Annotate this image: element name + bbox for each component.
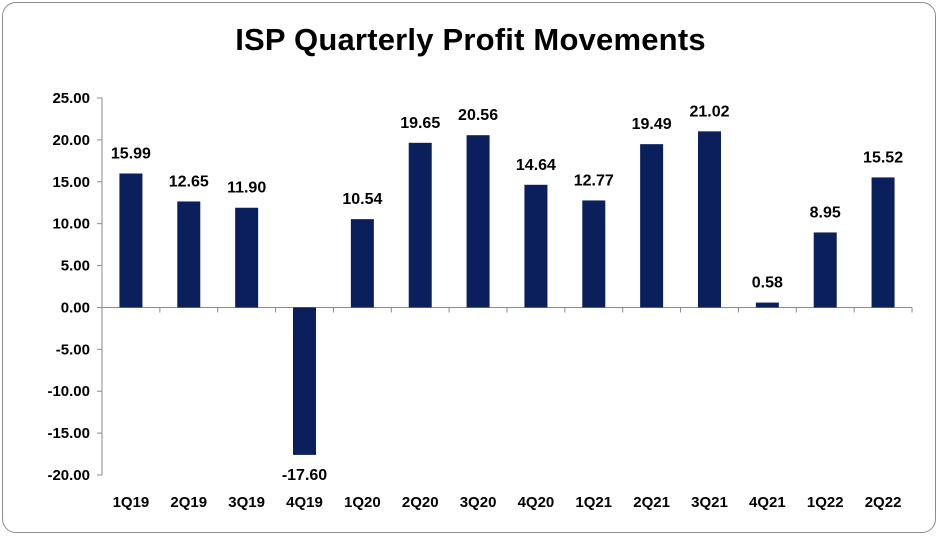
y-tick-label: 5.00: [61, 258, 90, 275]
x-tick-label: 2Q22: [865, 494, 902, 511]
bar: [293, 307, 316, 455]
x-tick-label: 1Q22: [807, 494, 844, 511]
bar: [698, 131, 721, 308]
x-tick-label: 3Q19: [228, 494, 265, 511]
x-tick-label: 1Q20: [344, 494, 381, 511]
data-label: 15.52: [863, 149, 903, 166]
bar: [466, 135, 490, 308]
y-tick-label: 25.00: [52, 90, 90, 107]
y-tick-label: 20.00: [52, 132, 90, 149]
data-label: 21.02: [689, 103, 729, 120]
bar: [350, 219, 374, 308]
bars: [119, 131, 895, 455]
x-tick-label: 1Q21: [575, 494, 612, 511]
bar: [582, 200, 606, 308]
x-tick-label: 2Q20: [402, 494, 439, 511]
x-tick-label: 4Q19: [286, 494, 323, 511]
x-tick-label: 1Q19: [113, 494, 150, 511]
bar: [755, 302, 779, 308]
x-tick-label: 4Q21: [749, 494, 786, 511]
bar: [235, 207, 259, 308]
x-tick-label: 2Q21: [633, 494, 670, 511]
chart-title: ISP Quarterly Profit Movements: [235, 22, 706, 57]
data-label: 20.56: [458, 107, 498, 124]
y-tick-label: -10.00: [47, 383, 90, 400]
bar: [640, 144, 664, 308]
y-tick-label: 15.00: [52, 174, 90, 191]
y-tick-label: -15.00: [47, 425, 90, 442]
data-label: 0.58: [752, 275, 783, 292]
y-tick-label: -5.00: [56, 341, 90, 358]
x-tick-label: 3Q20: [460, 494, 497, 511]
data-label: 19.65: [400, 115, 440, 132]
x-tick-label: 4Q20: [518, 494, 555, 511]
data-label: 11.90: [227, 180, 266, 197]
data-label: 12.77: [574, 172, 614, 189]
data-label: 14.64: [516, 157, 556, 174]
bar: [524, 184, 548, 308]
bar: [871, 177, 895, 308]
y-tick-label: -20.00: [47, 467, 90, 484]
data-label: 8.95: [810, 204, 841, 221]
y-tick-label: 10.00: [52, 216, 90, 233]
bar: [177, 201, 201, 308]
x-tick-label: 3Q21: [691, 494, 728, 511]
data-label: 10.54: [342, 191, 382, 208]
axes: [101, 98, 913, 475]
data-label: 15.99: [111, 145, 151, 162]
data-label: 12.65: [169, 173, 209, 190]
bar: [119, 173, 143, 308]
y-axis-ticks: 25.00 20.00 15.00 10.00 5.00 0.00 -5.00 -10.00 -…: [47, 90, 102, 484]
bar: [813, 232, 837, 308]
bar: [408, 142, 432, 308]
data-label: -17.60: [282, 467, 327, 484]
y-tick-label: 0.00: [61, 299, 90, 316]
x-axis-labels: 1Q19 2Q19 3Q19 4Q19 1Q20 2Q20 3Q20 4Q20 1Q21 2Q21…: [113, 494, 902, 511]
data-label: 19.49: [632, 116, 672, 133]
data-labels: 15.99 12.65 11.90 -17.60 10.54 19.65 20.56 14.6…: [111, 103, 903, 484]
x-tick-label: 2Q19: [170, 494, 207, 511]
